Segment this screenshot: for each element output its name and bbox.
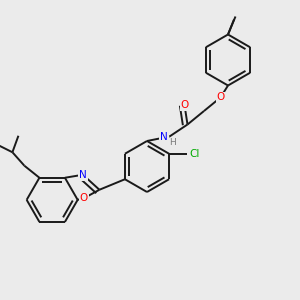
Text: N: N bbox=[160, 131, 168, 142]
Text: H: H bbox=[169, 138, 176, 147]
Text: Cl: Cl bbox=[190, 149, 200, 159]
Text: N: N bbox=[79, 170, 87, 180]
Text: O: O bbox=[180, 100, 189, 110]
Text: O: O bbox=[216, 92, 225, 103]
Text: O: O bbox=[80, 193, 88, 203]
